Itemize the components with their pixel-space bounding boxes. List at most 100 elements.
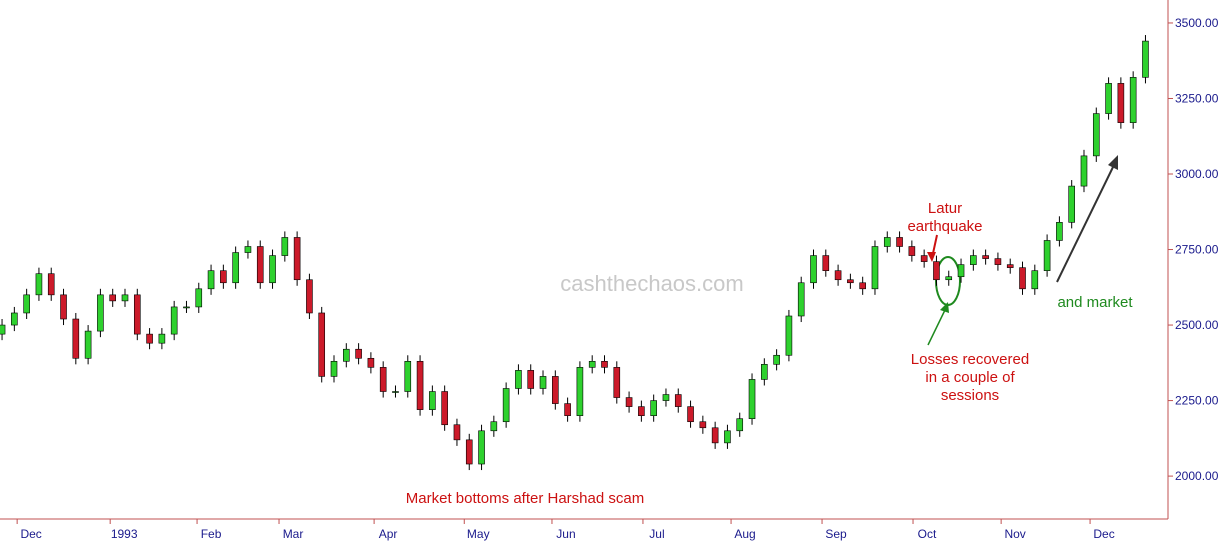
candle-body: [601, 361, 608, 368]
candle-body: [478, 430, 485, 465]
candle-body: [183, 306, 190, 309]
candle-body: [785, 315, 793, 356]
candle-body: [527, 370, 535, 389]
candle-body: [687, 406, 694, 423]
x-tick-label: Feb: [201, 527, 222, 541]
x-tick-label: Sep: [825, 527, 847, 541]
candle-body: [883, 237, 891, 247]
candle-body: [871, 246, 879, 290]
candle-body: [1129, 77, 1137, 123]
arrow: [927, 309, 946, 346]
x-tick-label: May: [467, 527, 490, 541]
candle-body: [367, 357, 375, 368]
candle-body: [1117, 83, 1125, 123]
candle-body: [293, 237, 301, 281]
candle-body: [281, 237, 289, 256]
candle-body: [0, 324, 6, 335]
candle-body: [834, 270, 842, 281]
y-tick-label: 2250.00: [1175, 394, 1219, 408]
candle-body: [625, 397, 633, 407]
candle-body: [1056, 222, 1063, 241]
candle-body: [896, 237, 903, 247]
annotation-line: Losses recovered: [911, 351, 1029, 368]
candle-body: [146, 333, 153, 344]
x-tick-label: Nov: [1004, 527, 1025, 541]
candle-body: [306, 279, 313, 314]
candle-body: [920, 255, 928, 262]
candle-body: [994, 258, 1002, 265]
candle-body: [1092, 113, 1100, 157]
candle-body: [11, 312, 18, 326]
candle-body: [588, 361, 596, 368]
candle-body: [60, 294, 67, 320]
candle-body: [933, 261, 940, 281]
annotation: Losses recovered in a couple of sessions: [911, 351, 1029, 404]
y-tick-label: 3000.00: [1175, 167, 1219, 181]
y-tick-label: 2000.00: [1175, 469, 1219, 483]
x-tick-label: Apr: [379, 527, 398, 541]
candle-body: [256, 246, 264, 284]
x-tick-label: Jul: [649, 527, 664, 541]
x-tick-label: Aug: [734, 527, 755, 541]
candle-body: [502, 388, 510, 423]
watermark: cashthechaos.com: [560, 271, 743, 296]
arrowhead: [940, 302, 949, 313]
candle-body: [761, 364, 768, 380]
candle-body: [23, 294, 30, 314]
candle-body: [957, 264, 965, 278]
candle-body: [724, 430, 731, 444]
annotation-line: sessions: [941, 387, 999, 404]
candle-body: [355, 348, 362, 359]
candle-body: [847, 279, 854, 284]
candle-body: [379, 367, 387, 392]
annotation-line: Latur: [928, 200, 962, 217]
candle-body: [441, 391, 448, 426]
candle-body: [121, 294, 129, 302]
candle-body: [97, 294, 104, 332]
candle-body: [392, 391, 399, 393]
candle-body: [47, 273, 55, 296]
candle-body: [1068, 185, 1075, 223]
annotation: Latur earthquake: [907, 200, 982, 235]
candle-body: [72, 318, 80, 359]
x-tick-label: Dec: [20, 527, 41, 541]
candle-body: [552, 376, 559, 404]
x-tick-label: Dec: [1093, 527, 1114, 541]
candle-body: [109, 294, 117, 302]
y-tick-label: 2500.00: [1175, 318, 1219, 332]
annotation-line: and market: [1057, 294, 1133, 311]
candle-body: [35, 273, 43, 296]
candle-body: [1105, 83, 1112, 114]
x-tick-label: Jun: [556, 527, 575, 541]
annotation: Market bottoms after Harshad scam: [406, 490, 644, 507]
candle-body: [970, 255, 977, 265]
candle-body: [244, 246, 252, 253]
candle-body: [453, 424, 461, 441]
candle-body: [674, 394, 682, 407]
candle-body: [465, 439, 473, 465]
annotation: and market: [1057, 294, 1133, 311]
candle-body: [908, 246, 916, 256]
arrowhead: [927, 252, 936, 262]
candle-body: [343, 348, 350, 362]
candle-body: [330, 361, 338, 377]
candle-body: [859, 282, 866, 290]
candle-body: [810, 255, 817, 284]
candle-body: [613, 367, 621, 398]
annotation-line: in a couple of: [925, 369, 1015, 386]
candle-body: [1142, 40, 1149, 78]
candle-body: [1019, 267, 1026, 290]
candle-body: [736, 418, 744, 432]
x-tick-label: Oct: [918, 527, 937, 541]
candle-body: [318, 312, 326, 377]
candle-body: [269, 255, 276, 284]
candle-body: [133, 294, 141, 335]
candle-body: [797, 282, 805, 317]
candle-body: [711, 427, 719, 444]
candle-body: [564, 403, 571, 416]
candle-body: [773, 354, 780, 365]
candle-body: [1031, 270, 1039, 290]
candle-body: [490, 421, 498, 432]
candle-body: [404, 361, 412, 392]
